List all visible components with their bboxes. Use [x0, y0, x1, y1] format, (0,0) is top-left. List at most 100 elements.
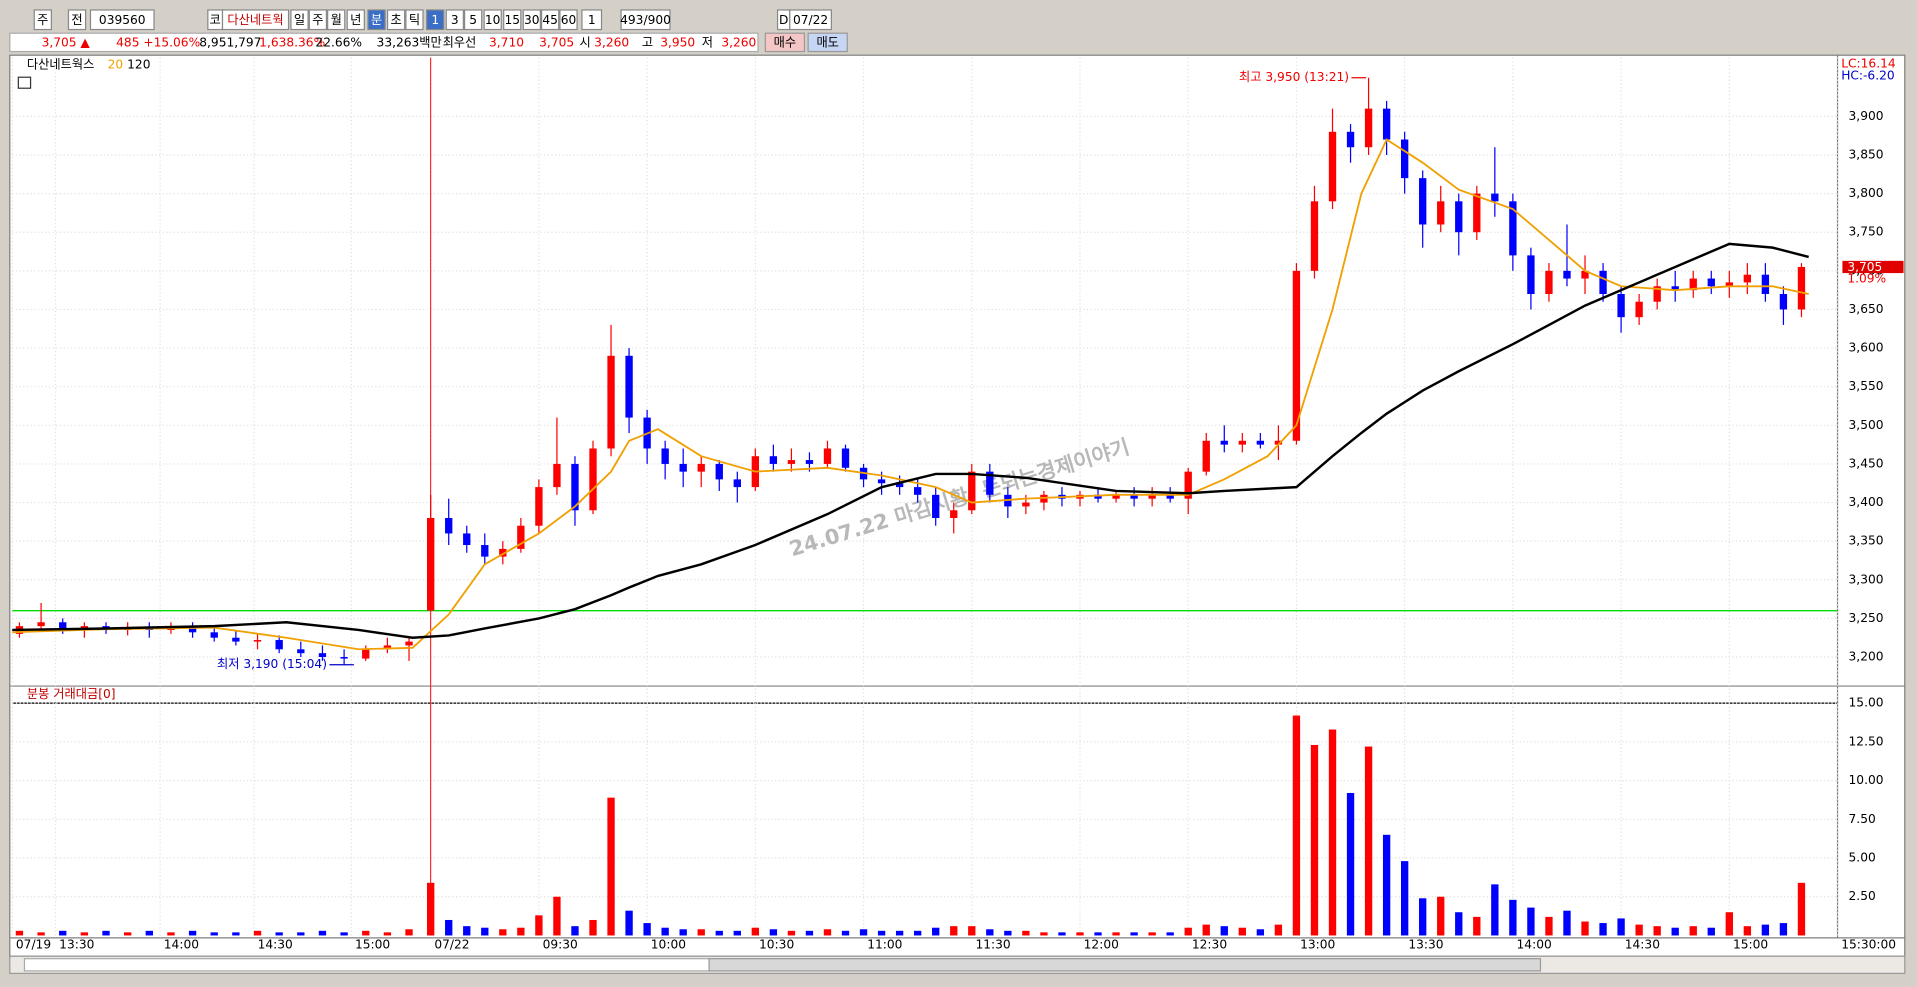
candle-body	[427, 517, 435, 611]
toolbar-button[interactable]	[405, 9, 424, 31]
x-tick-label: 13:30	[59, 938, 94, 952]
volume-bar	[340, 932, 348, 936]
info-bar	[9, 32, 759, 53]
legend-icon[interactable]	[17, 76, 32, 89]
toolbar-label[interactable]: 60	[561, 13, 577, 27]
toolbar-label[interactable]: 45	[542, 13, 558, 27]
volume-bar	[405, 929, 413, 936]
volume-bar	[1779, 923, 1788, 936]
scroll-track[interactable]	[23, 958, 710, 972]
toolbar-label[interactable]: 15	[504, 13, 520, 27]
toolbar-label[interactable]: 주	[37, 13, 48, 27]
toolbar-button[interactable]	[346, 9, 365, 31]
candle-body	[1112, 494, 1120, 499]
volume-bar	[1581, 921, 1589, 936]
candle-body	[463, 533, 471, 546]
toolbar-button[interactable]	[445, 9, 464, 31]
toolbar-button[interactable]	[540, 9, 560, 31]
chart-frame	[9, 54, 1906, 957]
candle-body	[1725, 282, 1733, 287]
candle-body	[1166, 494, 1174, 499]
volume-bar	[932, 927, 940, 936]
toolbar-button[interactable]	[426, 9, 445, 31]
volume-bar	[1040, 932, 1048, 936]
candle-body	[59, 622, 67, 630]
toolbar-button[interactable]	[620, 9, 671, 31]
candle-body	[1635, 301, 1643, 318]
y-tick-label: 3,850	[1849, 147, 1884, 161]
candle-body	[571, 463, 579, 511]
candle-body	[1022, 502, 1030, 507]
toolbar-button[interactable]	[463, 9, 483, 31]
toolbar-label[interactable]: 1	[431, 13, 439, 27]
candle-body	[1509, 201, 1517, 256]
toolbar-label[interactable]: 주	[312, 13, 323, 27]
volume-bar	[362, 930, 370, 936]
y-tick-label: 10.00	[1849, 773, 1884, 787]
toolbar-label[interactable]: 493/900	[620, 13, 671, 27]
volume-bar	[877, 930, 886, 936]
volume-bar	[1563, 910, 1571, 936]
y-tick-label: 3,500	[1849, 418, 1884, 432]
toolbar-label[interactable]: 다산네트웍	[227, 13, 283, 27]
toolbar-label[interactable]: 일	[294, 13, 305, 27]
toolbar-label[interactable]: 분	[371, 13, 382, 27]
toolbar-label[interactable]: 초	[390, 13, 401, 27]
buy-button[interactable]	[764, 32, 806, 53]
volume-bar	[715, 930, 723, 936]
buy-label[interactable]: 매수	[774, 35, 796, 49]
volume-bar	[499, 929, 507, 936]
toolbar-button[interactable]	[483, 9, 502, 31]
toolbar-label[interactable]: 10	[485, 13, 501, 27]
info-text: 33,263백만	[377, 35, 442, 49]
toolbar-label[interactable]: 5	[469, 13, 477, 27]
legend-name: 다산네트웍스	[27, 57, 94, 71]
y-tick-label: 3,800	[1849, 186, 1884, 200]
toolbar-label[interactable]: D	[779, 13, 788, 27]
candle-body	[1130, 494, 1138, 499]
legend-entry: 120	[127, 57, 150, 71]
toolbar-button[interactable]	[522, 9, 541, 31]
candle-body	[1599, 270, 1607, 295]
candle-body	[210, 632, 218, 638]
toolbar-button[interactable]	[559, 9, 578, 31]
toolbar-button[interactable]	[221, 9, 290, 31]
toolbar-label[interactable]: 3	[451, 13, 459, 27]
candle-body	[715, 463, 723, 480]
candle-body	[1527, 255, 1535, 295]
candle-body	[823, 448, 832, 464]
candle-body	[1202, 440, 1210, 472]
info-text: 8,951,797	[199, 35, 261, 49]
toolbar-button[interactable]	[290, 9, 309, 31]
y-tick-label: 3,600	[1849, 341, 1884, 355]
toolbar-label[interactable]: 년	[350, 13, 361, 27]
x-tick-label: 13:30	[1408, 938, 1443, 952]
toolbar-label[interactable]: 전	[71, 13, 82, 27]
toolbar-button[interactable]	[33, 9, 52, 31]
toolbar-button[interactable]	[67, 9, 87, 31]
toolbar-label[interactable]: 월	[331, 13, 342, 27]
toolbar-button[interactable]	[386, 9, 406, 31]
toolbar-button[interactable]	[89, 9, 155, 31]
candle-body	[1184, 471, 1192, 499]
toolbar-label[interactable]: 30	[524, 13, 540, 27]
toolbar-label[interactable]: 틱	[409, 13, 420, 27]
info-text: 저	[702, 35, 713, 49]
toolbar-button[interactable]	[789, 9, 832, 31]
scroll-thumb[interactable]	[708, 958, 1542, 972]
sell-button[interactable]	[807, 32, 848, 53]
toolbar-button[interactable]	[367, 9, 386, 31]
candle-body	[188, 626, 197, 633]
toolbar-button[interactable]	[503, 9, 522, 31]
info-text: 3,260	[594, 35, 629, 49]
toolbar-button[interactable]	[581, 9, 603, 31]
toolbar-label[interactable]: 07/22	[793, 13, 828, 27]
toolbar-label[interactable]: 1	[588, 13, 596, 27]
toolbar-label[interactable]: 코	[210, 13, 221, 27]
sell-label[interactable]: 매도	[816, 35, 838, 49]
toolbar-button[interactable]	[308, 9, 328, 31]
candle-body	[1094, 494, 1102, 499]
toolbar-label[interactable]: 039560	[99, 13, 146, 27]
volume-bar	[733, 930, 741, 936]
toolbar-button[interactable]	[327, 9, 346, 31]
